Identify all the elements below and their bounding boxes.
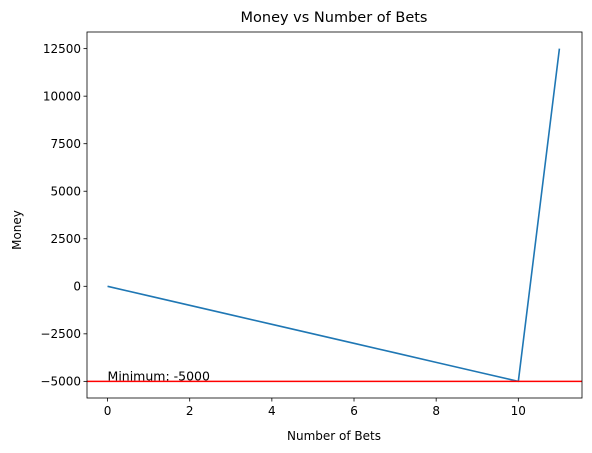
series-line-0 — [107, 48, 561, 383]
x-axis-label: Number of Bets — [287, 429, 381, 443]
y-tick-label: 10000 — [43, 89, 81, 103]
y-tick-label: 2500 — [50, 232, 81, 246]
x-tick-label: 6 — [350, 404, 358, 418]
x-tick-label: 2 — [186, 404, 194, 418]
y-tick-label: 5000 — [50, 185, 81, 199]
y-tick-label: 12500 — [43, 42, 81, 56]
plot-area: Minimum: -5000 0 2 4 6 8 10 −5000 −2500 0 2500 5000… — [40, 31, 583, 418]
x-tick-label: 0 — [104, 404, 112, 418]
x-tick-label: 10 — [511, 404, 526, 418]
y-tick-label: −5000 — [40, 375, 81, 389]
y-tick-label: −2500 — [40, 327, 81, 341]
x-tick-label: 4 — [268, 404, 276, 418]
axes-frame — [86, 31, 583, 399]
x-tick-label: 8 — [432, 404, 440, 418]
y-tick-label: 7500 — [50, 137, 81, 151]
chart-title: Money vs Number of Bets — [241, 10, 428, 26]
y-axis-label: Money — [10, 210, 24, 250]
minimum-annotation: Minimum: -5000 — [108, 368, 210, 383]
y-tick-label: 0 — [73, 280, 81, 294]
